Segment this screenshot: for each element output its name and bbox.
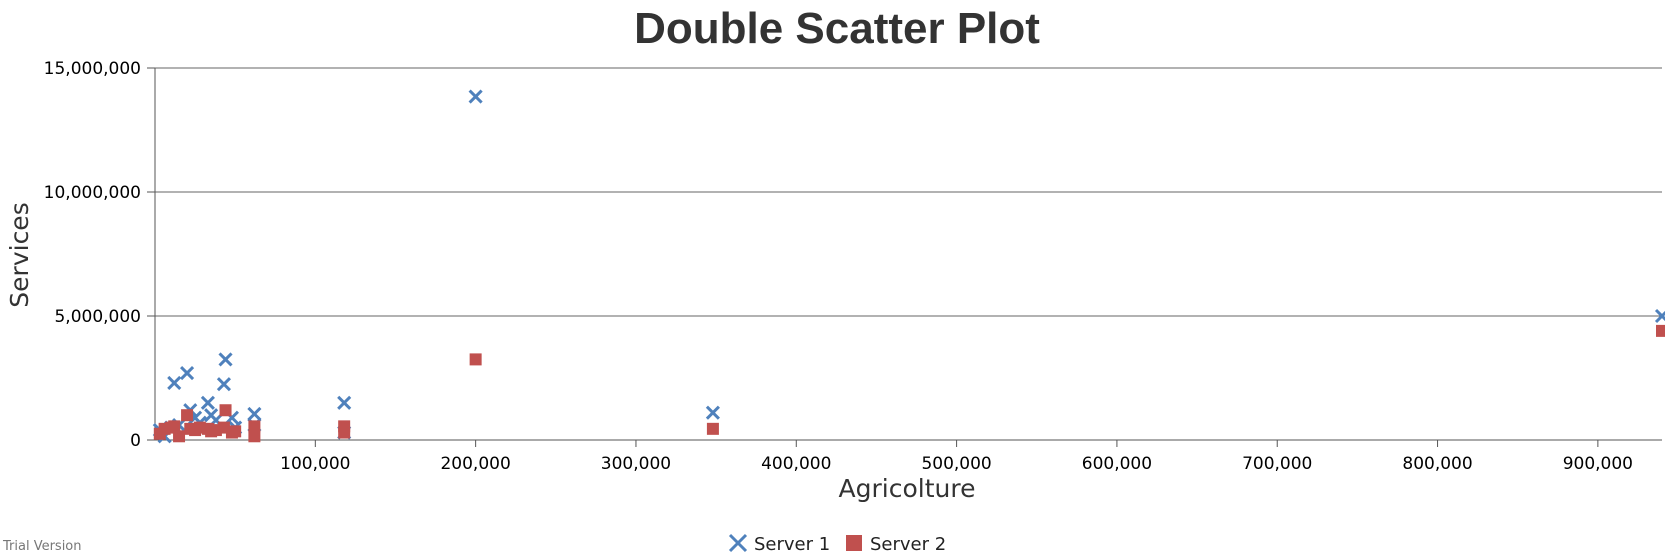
x-axis-ticks: 100,000 200,000 300,000 400,000 500,000 600,0… xyxy=(280,440,1633,474)
y-tick-label: 15,000,000 xyxy=(44,59,141,79)
x-tick-label: 300,000 xyxy=(601,454,671,474)
x-tick-label: 100,000 xyxy=(280,454,350,474)
x-tick-label: 600,000 xyxy=(1082,454,1152,474)
x-tick-label: 200,000 xyxy=(440,454,510,474)
data-point-series-1[interactable] xyxy=(247,406,262,422)
legend-marker-cross-icon xyxy=(728,533,748,553)
data-point-series-2[interactable] xyxy=(248,420,261,433)
data-point-series-1[interactable] xyxy=(216,377,231,392)
x-tick-label: 700,000 xyxy=(1242,454,1312,474)
data-point-series-2[interactable] xyxy=(219,404,232,417)
legend: Server 1 Server 2 xyxy=(728,533,946,555)
y-tick-label: 5,000,000 xyxy=(54,307,141,327)
legend-marker-square-icon xyxy=(846,535,862,551)
data-point-series-1[interactable] xyxy=(180,365,195,381)
trial-version-label: Trial Version xyxy=(2,539,82,554)
data-point-series-2[interactable] xyxy=(248,430,261,443)
grid-lines xyxy=(155,67,1662,317)
legend-square-mark[interactable] xyxy=(846,535,862,551)
data-point-series-2[interactable] xyxy=(1656,324,1665,337)
x-tick-label: 800,000 xyxy=(1402,454,1472,474)
data-point-series-2[interactable] xyxy=(706,422,719,435)
y-tick-label: 10,000,000 xyxy=(44,183,141,203)
data-points xyxy=(152,89,1665,444)
x-tick-label: 400,000 xyxy=(761,454,831,474)
data-point-series-1[interactable] xyxy=(337,395,352,410)
legend-label-series-2: Server 2 xyxy=(870,534,946,555)
data-point-series-1[interactable] xyxy=(1654,308,1665,324)
data-point-series-1[interactable] xyxy=(468,89,483,104)
y-axis-title: Services xyxy=(5,202,34,307)
data-point-series-2[interactable] xyxy=(469,353,482,366)
legend-item-series-1[interactable]: Server 1 xyxy=(728,533,830,555)
data-point-series-1[interactable] xyxy=(705,405,720,420)
legend-item-series-2[interactable]: Server 2 xyxy=(846,534,946,555)
legend-cross-mark[interactable] xyxy=(728,533,748,553)
data-point-series-2[interactable] xyxy=(173,430,186,443)
y-axis-ticks: 0 5,000,000 10,000,000 15,000,000 xyxy=(44,59,155,451)
x-tick-label: 900,000 xyxy=(1563,454,1633,474)
x-axis-title: Agricolture xyxy=(839,474,976,503)
x-tick-label: 500,000 xyxy=(921,454,991,474)
data-point-series-2[interactable] xyxy=(229,425,242,438)
data-point-series-1[interactable] xyxy=(167,375,182,391)
data-point-series-1[interactable] xyxy=(218,352,233,367)
data-point-series-2[interactable] xyxy=(181,409,194,422)
data-point-series-1[interactable] xyxy=(200,395,215,410)
data-point-series-2[interactable] xyxy=(338,426,351,439)
legend-label-series-1: Server 1 xyxy=(754,534,830,555)
y-tick-label: 0 xyxy=(130,431,141,451)
data-point-series-2[interactable] xyxy=(168,420,181,433)
chart-title: Double Scatter Plot xyxy=(634,4,1040,53)
